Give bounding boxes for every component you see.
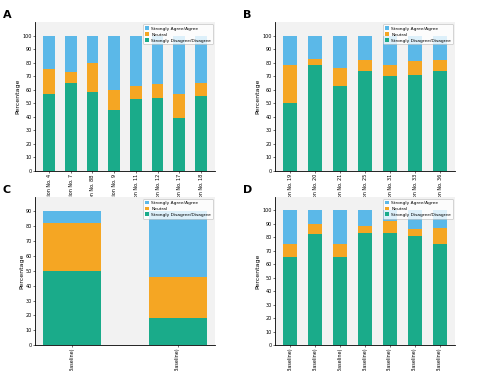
Y-axis label: Percentage: Percentage xyxy=(256,79,261,114)
X-axis label: Anxiety: Anxiety xyxy=(350,216,380,222)
Bar xyxy=(149,211,207,277)
Bar xyxy=(433,244,447,345)
Bar xyxy=(152,84,164,98)
Bar xyxy=(283,103,297,171)
Bar xyxy=(149,277,207,318)
Bar xyxy=(108,36,120,90)
Bar xyxy=(408,61,422,75)
Bar xyxy=(86,63,99,92)
Bar xyxy=(86,92,99,171)
Bar xyxy=(383,233,397,345)
Bar xyxy=(43,271,101,345)
Y-axis label: Percentage: Percentage xyxy=(256,253,261,289)
Bar xyxy=(408,236,422,345)
Bar xyxy=(383,65,397,76)
Bar xyxy=(333,257,347,345)
Y-axis label: Percentage: Percentage xyxy=(16,79,21,114)
Bar xyxy=(43,36,55,69)
Bar xyxy=(333,36,347,68)
Bar xyxy=(358,60,372,71)
Bar xyxy=(433,60,447,71)
Bar xyxy=(308,65,322,171)
Bar xyxy=(65,72,77,83)
Legend: Strongly Agree/Agree, Neutral, Strongly Disagree/Disagree: Strongly Agree/Agree, Neutral, Strongly … xyxy=(383,24,453,44)
Bar xyxy=(43,69,55,94)
Bar xyxy=(308,36,322,59)
Bar xyxy=(108,90,120,110)
Bar xyxy=(308,224,322,234)
Bar xyxy=(408,229,422,236)
Bar xyxy=(283,244,297,257)
Bar xyxy=(358,226,372,233)
Bar xyxy=(43,211,101,223)
Bar xyxy=(308,59,322,65)
Bar xyxy=(149,318,207,345)
Bar xyxy=(308,210,322,224)
Bar xyxy=(108,110,120,171)
X-axis label: Fear: Fear xyxy=(116,216,134,222)
Bar xyxy=(433,36,447,60)
Bar xyxy=(383,210,397,221)
Bar xyxy=(408,36,422,61)
Bar xyxy=(283,36,297,65)
Text: C: C xyxy=(2,185,10,195)
Bar xyxy=(195,36,207,83)
Bar xyxy=(130,86,142,99)
Legend: Strongly Agree/Agree, Neutral, Strongly Disagree/Disagree: Strongly Agree/Agree, Neutral, Strongly … xyxy=(143,199,213,219)
Bar xyxy=(408,210,422,229)
Bar xyxy=(358,36,372,60)
Y-axis label: Percentage: Percentage xyxy=(19,253,24,289)
Bar xyxy=(333,68,347,86)
Bar xyxy=(383,221,397,233)
Text: D: D xyxy=(242,185,252,195)
Bar xyxy=(43,94,55,171)
Bar xyxy=(308,234,322,345)
Bar xyxy=(283,210,297,244)
Bar xyxy=(383,36,397,65)
Bar xyxy=(333,244,347,257)
Text: A: A xyxy=(2,10,11,20)
Bar xyxy=(152,98,164,171)
Bar xyxy=(195,96,207,171)
Bar xyxy=(130,99,142,171)
Bar xyxy=(173,36,185,94)
Bar xyxy=(333,210,347,244)
Legend: Strongly Agree/Agree, Neutral, Strongly Disagree/Disagree: Strongly Agree/Agree, Neutral, Strongly … xyxy=(383,199,453,219)
Bar xyxy=(173,118,185,171)
Bar xyxy=(333,86,347,171)
Bar xyxy=(152,36,164,84)
Bar xyxy=(433,71,447,171)
Bar xyxy=(173,94,185,118)
Bar xyxy=(65,83,77,171)
Bar xyxy=(358,210,372,226)
Bar xyxy=(358,71,372,171)
Bar xyxy=(433,228,447,244)
Text: B: B xyxy=(242,10,251,20)
Bar xyxy=(283,257,297,345)
Bar xyxy=(408,75,422,171)
Legend: Strongly Agree/Agree, Neutral, Strongly Disagree/Disagree: Strongly Agree/Agree, Neutral, Strongly … xyxy=(143,24,213,44)
Bar xyxy=(65,36,77,72)
Bar xyxy=(86,36,99,63)
Bar xyxy=(283,65,297,103)
Bar xyxy=(130,36,142,86)
Bar xyxy=(383,76,397,171)
Bar xyxy=(195,83,207,96)
Bar xyxy=(433,210,447,228)
Bar xyxy=(43,223,101,271)
Bar xyxy=(358,233,372,345)
